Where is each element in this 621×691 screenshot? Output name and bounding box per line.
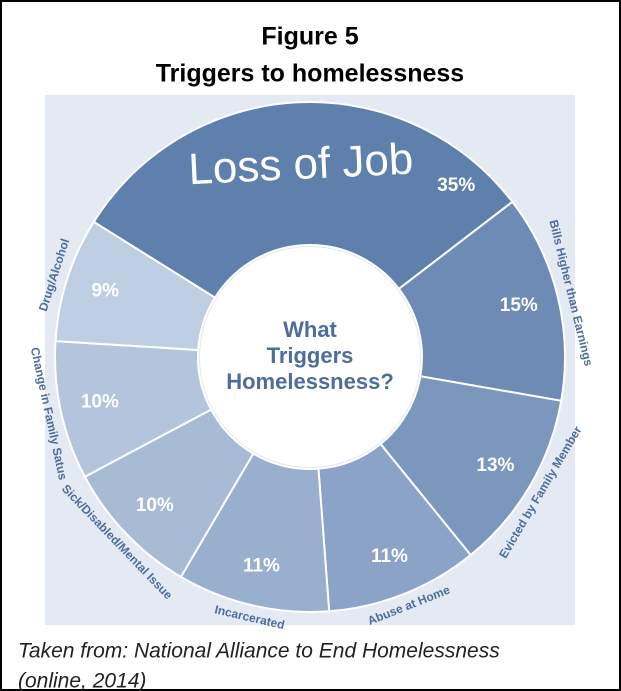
value-label: 15% bbox=[500, 295, 538, 316]
center-text: Triggers bbox=[267, 343, 354, 368]
chart-title: Figure 5 bbox=[261, 23, 358, 51]
caption: (online, 2014) bbox=[18, 670, 146, 691]
chart-subtitle: Triggers to homelessness bbox=[156, 60, 464, 88]
value-label: 10% bbox=[81, 391, 119, 412]
value-label: 35% bbox=[437, 175, 475, 196]
value-label: 9% bbox=[92, 280, 120, 301]
caption: Taken from: National Alliance to End Hom… bbox=[18, 640, 500, 663]
value-label: 11% bbox=[371, 546, 408, 567]
pie-segment bbox=[92, 101, 514, 300]
pie-segment bbox=[54, 220, 217, 352]
center-text: What bbox=[283, 317, 337, 342]
value-label: 10% bbox=[136, 495, 174, 516]
segment-name: Loss of Job bbox=[187, 135, 414, 195]
value-label: 11% bbox=[243, 555, 280, 576]
value-label: 13% bbox=[476, 455, 514, 476]
pie-segment bbox=[397, 200, 566, 402]
center-text: Homelessness? bbox=[226, 369, 394, 394]
center-circle bbox=[200, 247, 420, 467]
